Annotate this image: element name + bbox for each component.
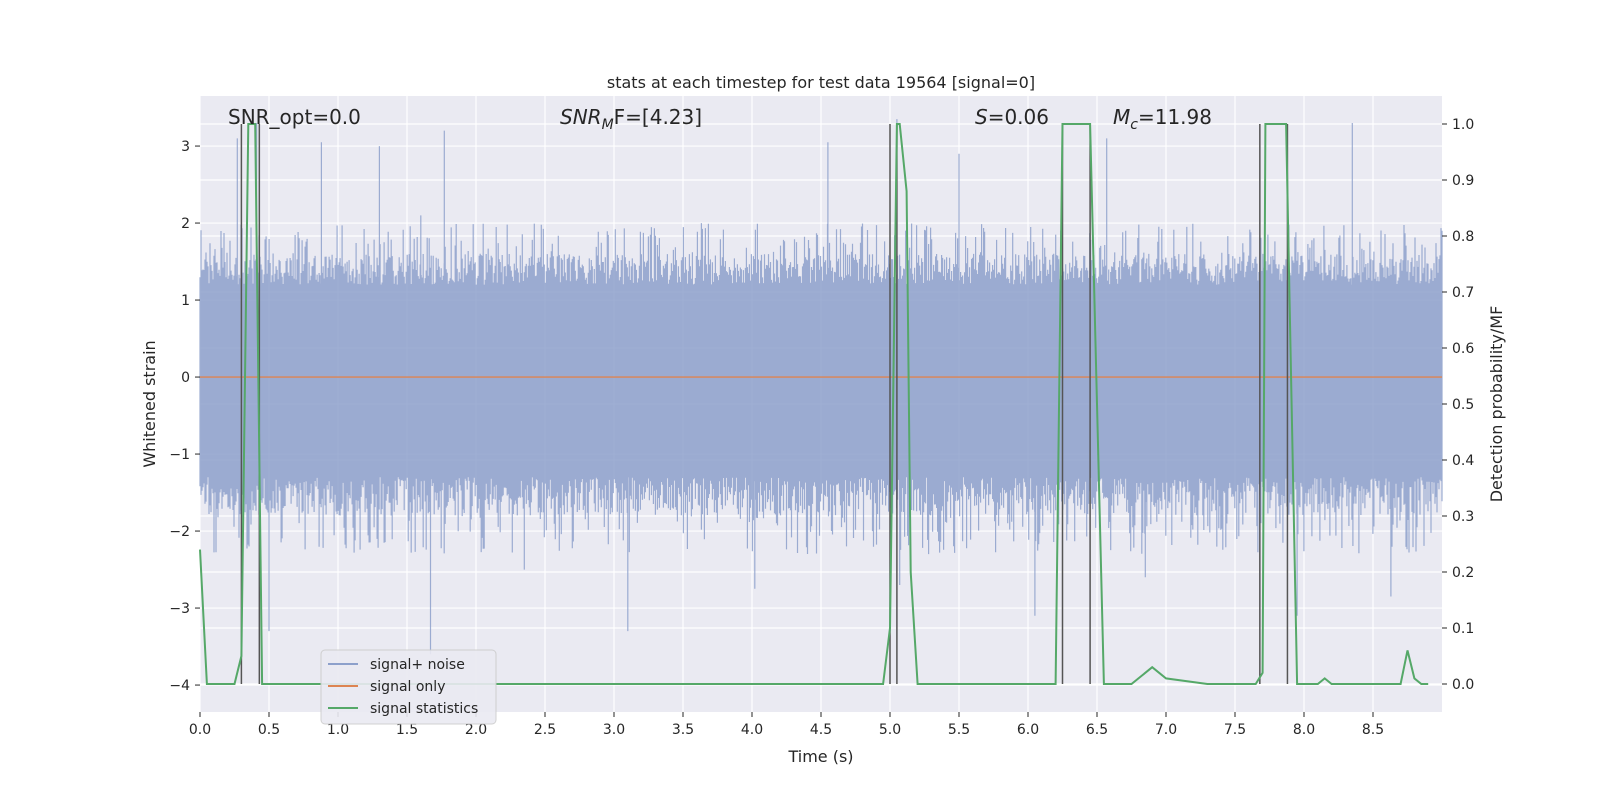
y-left-tick-label-5: −2 [169,524,190,540]
x-tick-label-9: 4.5 [810,722,832,738]
y-axis-left-ticks: 3 2 1 0 −1 −2 −3 −4 [169,139,200,694]
y-right-tick-label-3: 0.7 [1452,285,1474,301]
y-right-tick-label-9: 0.1 [1452,621,1474,637]
x-tick-label-13: 6.5 [1086,722,1108,738]
legend: signal+ noise signal only signal statist… [320,649,497,725]
y-right-tick-label-5: 0.5 [1452,397,1474,413]
y-axis-right-label: Detection probability/MF [1487,306,1506,503]
x-tick-label-7: 3.5 [672,722,694,738]
x-tick-label-0: 0.0 [189,722,211,738]
legend-label-stats: signal statistics [370,701,478,717]
signal-statistics-line [199,123,1429,685]
x-tick-label-6: 3.0 [603,722,625,738]
y-left-tick-label-4: −1 [169,447,190,463]
y-left-tick-label-6: −3 [169,601,190,617]
y-left-tick-label-3: 0 [181,370,190,386]
x-tick-label-8: 4.0 [741,722,763,738]
x-tick-label-4: 2.0 [465,722,487,738]
legend-label-signal: signal only [370,679,445,695]
x-tick-label-1: 0.5 [258,722,280,738]
x-tick-label-14: 7.0 [1155,722,1177,738]
y-right-tick-label-10: 0.0 [1452,677,1474,693]
legend-box [320,649,497,725]
chart-title: stats at each timestep for test data 195… [607,73,1035,92]
y-right-tick-label-7: 0.3 [1452,509,1474,525]
annotation-snr-opt: SNR_opt=0.0 [228,105,361,129]
y-left-tick-label-0: 3 [181,139,190,155]
x-tick-label-16: 8.0 [1293,722,1315,738]
x-tick-label-2: 1.0 [327,722,349,738]
y-left-tick-label-1: 2 [181,216,190,232]
y-axis-left-label: Whitened strain [140,340,159,467]
y-right-tick-label-0: 1.0 [1452,117,1474,133]
y-right-tick-label-6: 0.4 [1452,453,1474,469]
signal-statistics-series [199,123,1429,685]
legend-label-noise: signal+ noise [370,657,465,673]
x-tick-label-10: 5.0 [879,722,901,738]
x-axis-ticks: 0.0 0.5 1.0 1.5 2.0 2.5 3.0 3.5 4.0 4.5 5.0 5.5 6.0 6… [189,712,1384,738]
annotation-mc: Mc=11.98 [1113,105,1212,133]
x-tick-label-5: 2.5 [534,722,556,738]
x-tick-label-17: 8.5 [1362,722,1384,738]
y-axis-right-ticks: 1.0 0.9 0.8 0.7 0.6 0.5 0.4 0.3 0.2 0.1 0.0 [1442,117,1474,693]
y-right-tick-label-4: 0.6 [1452,341,1474,357]
y-right-tick-label-2: 0.8 [1452,229,1474,245]
y-right-tick-label-8: 0.2 [1452,565,1474,581]
y-right-tick-label-1: 0.9 [1452,173,1474,189]
y-left-tick-label-2: 1 [181,293,190,309]
x-tick-label-15: 7.5 [1224,722,1246,738]
x-tick-label-3: 1.5 [396,722,418,738]
y-left-tick-label-7: −4 [169,678,190,694]
x-tick-label-11: 5.5 [948,722,970,738]
annotation-s: S=0.06 [975,105,1049,129]
x-tick-label-12: 6.0 [1017,722,1039,738]
annotation-snr-mf: SNRMF=[4.23] [560,105,702,133]
x-axis-label: Time (s) [787,747,853,766]
